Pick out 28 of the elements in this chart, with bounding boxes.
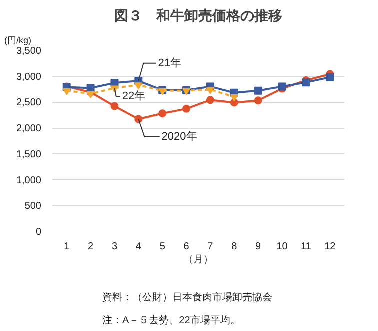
series-label: 2020年 <box>162 130 198 143</box>
x-tick-label: 8 <box>232 242 238 252</box>
y-tick-label: 500 <box>24 201 42 212</box>
x-tick-label: 4 <box>136 242 142 252</box>
y-tick-label: 3,000 <box>16 72 42 83</box>
x-tick-label: 6 <box>184 242 190 252</box>
text: 注：A－５去勢、22市場平均。 <box>102 314 240 326</box>
y-tick-label: 3,500 <box>16 46 42 57</box>
y-tick-label: 1,500 <box>16 149 42 160</box>
y-axis-title: (円/kg) <box>4 36 32 46</box>
x-tick-label: 7 <box>208 242 214 252</box>
x-axis-title: （月） <box>184 254 214 266</box>
y-tick-label: 1,000 <box>16 175 42 186</box>
series-label: 21年 <box>158 57 182 70</box>
text: 資料：（公財）日本食肉市場卸売協会 <box>102 292 272 304</box>
x-tick-label: 3 <box>112 242 118 252</box>
series-label: 22年 <box>122 90 146 102</box>
y-tick-label: 0 <box>36 227 42 238</box>
x-tick-label: 12 <box>324 242 336 252</box>
x-tick-label: 9 <box>256 242 262 252</box>
x-tick-label: 11 <box>301 242 312 252</box>
y-tick-label: 2,000 <box>16 124 42 135</box>
chart-title: 図３ 和牛卸売価格の推移 <box>114 8 282 24</box>
x-tick-label: 2 <box>88 242 94 252</box>
x-tick-label: 1 <box>64 242 70 252</box>
y-tick-label: 2,500 <box>16 98 42 109</box>
x-tick-label: 5 <box>160 242 166 252</box>
x-tick-label: 10 <box>276 242 288 252</box>
